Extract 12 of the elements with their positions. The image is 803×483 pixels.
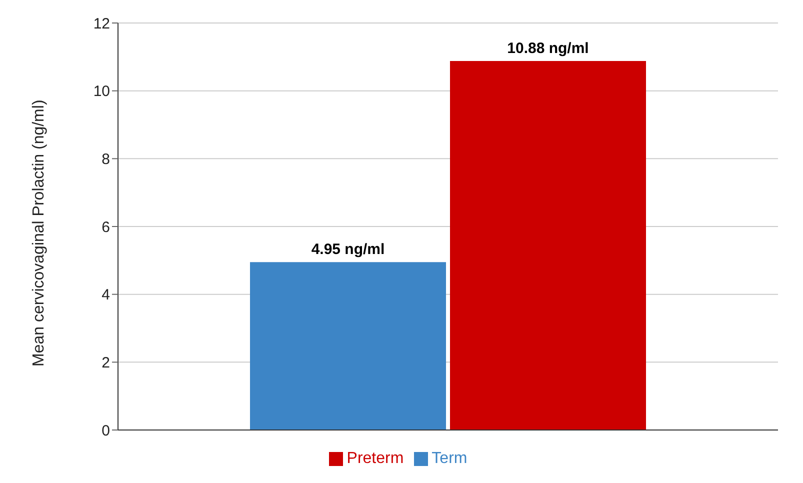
y-tick-label: 0: [102, 422, 110, 440]
data-label: 4.95 ng/ml: [311, 241, 385, 258]
y-tick-label: 8: [102, 150, 110, 168]
legend-label: Preterm: [346, 450, 404, 467]
y-tick-label: 10: [93, 83, 110, 100]
legend-label: Term: [432, 450, 468, 467]
data-label: 10.88 ng/ml: [507, 40, 589, 57]
y-tick-label: 4: [102, 286, 110, 304]
y-tick-label: 6: [102, 218, 110, 236]
y-axis-title: Mean cervicovaginal Prolactin (ng/ml): [30, 100, 48, 366]
y-tick-label: 12: [93, 15, 110, 32]
y-tick-label: 2: [102, 354, 110, 372]
